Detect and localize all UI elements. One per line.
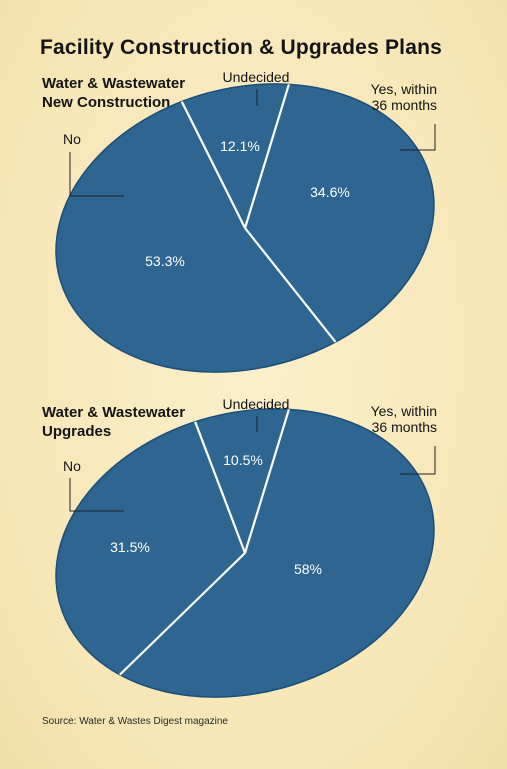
pie-2-separator-3 [194, 421, 247, 554]
pie-1-slice-2 [56, 101, 336, 373]
pie-2-slice-2 [56, 421, 246, 675]
pie-2-value-label-1: 58% [294, 561, 322, 577]
chart-2-title-line-2: Upgrades [42, 423, 112, 440]
pie-2-leader-line-1 [400, 446, 436, 475]
pie-1: 34.6% 53.3% 12.1% Yes, within 36 months No Und… [55, 69, 437, 373]
pie-2-category-label-2: No [63, 458, 81, 474]
pie-2-leader-line-2 [69, 478, 124, 512]
chart-2-title-line-1: Water & Wastewater [42, 404, 186, 421]
pie-2-separator-2 [119, 552, 246, 676]
pie-1-slice-1 [245, 84, 434, 342]
chart-1-title-line-1: Water & Wastewater [42, 75, 186, 92]
pie-1-separator-2 [244, 227, 337, 343]
pie-1-outline [55, 83, 435, 373]
pie-2-outline [55, 408, 435, 698]
page-title: Facility Construction & Upgrades Plans [40, 36, 443, 59]
pie-1-value-label-3: 12.1% [220, 138, 260, 154]
pie-2: 58% 31.5% 10.5% Yes, within 36 months No Undec… [55, 396, 437, 698]
chart-1-title: Water & Wastewater New Construction [42, 74, 185, 112]
pie-1-value-label-2: 53.3% [145, 253, 185, 269]
pie-2-category-label-3: Undecided [223, 396, 290, 412]
pie-1-separator-3 [180, 101, 246, 229]
pie-1-slice-3 [181, 83, 289, 229]
pie-2-value-label-3: 10.5% [223, 452, 263, 468]
pie-1-category-label-3: Undecided [223, 69, 290, 85]
pie-2-category-label-1: Yes, within 36 months [371, 403, 437, 435]
pie-1-category-label-2: No [63, 131, 81, 147]
pie-2-slice-3 [195, 408, 289, 553]
pie-2-slice-1 [119, 409, 434, 698]
pie-1-leader-line-1 [400, 124, 436, 151]
chart-2-title: Water & Wastewater Upgrades [42, 403, 185, 441]
chart-1-title-line-2: New Construction [42, 94, 171, 111]
pie-1-category-label-1: Yes, within 36 months [371, 81, 437, 113]
pie-1-value-label-1: 34.6% [310, 184, 350, 200]
pie-2-separator-1 [243, 409, 290, 554]
pie-1-separator-1 [243, 84, 290, 229]
pie-1-leader-line-2 [69, 152, 124, 197]
pie-2-value-label-2: 31.5% [110, 539, 150, 555]
source-note: Source: Water & Wastes Digest magazine [42, 716, 228, 727]
